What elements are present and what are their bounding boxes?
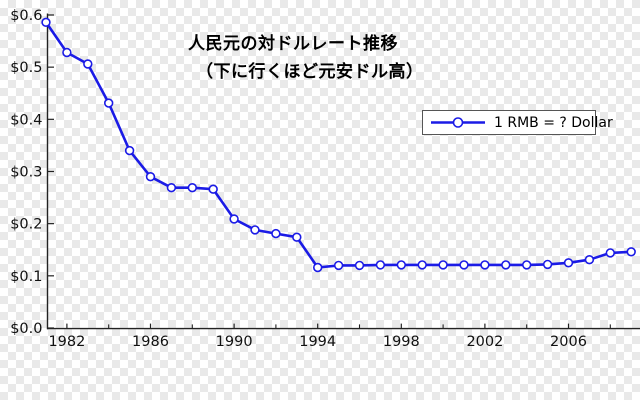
data-point-marker: [292, 232, 302, 242]
x-tick-label: 1982: [48, 334, 85, 350]
data-point-marker: [542, 259, 553, 270]
x-tick-label: 1994: [299, 334, 336, 350]
data-point-marker: [563, 258, 574, 268]
y-tick-label: $0.6: [10, 8, 42, 24]
data-point-marker: [375, 260, 386, 270]
data-point-marker: [605, 248, 615, 258]
data-point-marker: [250, 225, 260, 235]
legend-label: 1 RMB = ? Dollar: [494, 114, 613, 131]
y-tick-label: $0.5: [10, 60, 42, 76]
series-line: [44, 21, 632, 269]
data-point-marker: [208, 184, 218, 194]
y-tick-label: $0.3: [10, 164, 42, 180]
chart-title: 人民元の対ドルレート推移: [188, 34, 398, 54]
data-point-marker: [396, 260, 406, 270]
data-point-marker: [229, 214, 239, 224]
data-point-marker: [124, 145, 135, 156]
data-point-marker: [438, 260, 448, 270]
data-point-marker: [417, 260, 427, 270]
y-tick-label: $0.1: [10, 269, 42, 285]
data-point-marker: [187, 183, 198, 193]
data-point-marker: [480, 260, 490, 270]
legend-line-marker-icon: [431, 117, 485, 128]
data-point-marker: [584, 255, 595, 265]
y-tick-label: $0.0: [10, 321, 42, 337]
legend: 1 RMB = ? Dollar: [422, 110, 613, 135]
data-point-marker: [354, 260, 365, 271]
x-tick-label: 1998: [383, 334, 420, 350]
data-point-marker: [521, 260, 532, 270]
x-tick-label: 1986: [132, 334, 169, 350]
x-tick-label: 2002: [466, 334, 503, 350]
data-point-marker: [166, 183, 177, 193]
chart-subtitle: （下に行くほど元安ドル高）: [196, 62, 424, 82]
data-point-marker: [103, 98, 114, 108]
data-point-marker: [333, 260, 344, 271]
data-point-marker: [83, 59, 93, 69]
y-tick-label: $0.2: [10, 217, 42, 233]
data-point-marker: [459, 260, 469, 270]
data-point-marker: [313, 262, 323, 273]
data-point-marker: [271, 228, 281, 239]
x-tick-label: 1990: [216, 334, 253, 350]
data-point-marker: [626, 247, 636, 257]
data-point-marker: [501, 260, 511, 270]
x-tick-label: 2006: [550, 334, 587, 350]
data-point-marker: [145, 172, 156, 182]
data-point-marker: [41, 17, 51, 27]
y-tick-label: $0.4: [10, 112, 42, 128]
data-point-marker: [62, 47, 72, 58]
